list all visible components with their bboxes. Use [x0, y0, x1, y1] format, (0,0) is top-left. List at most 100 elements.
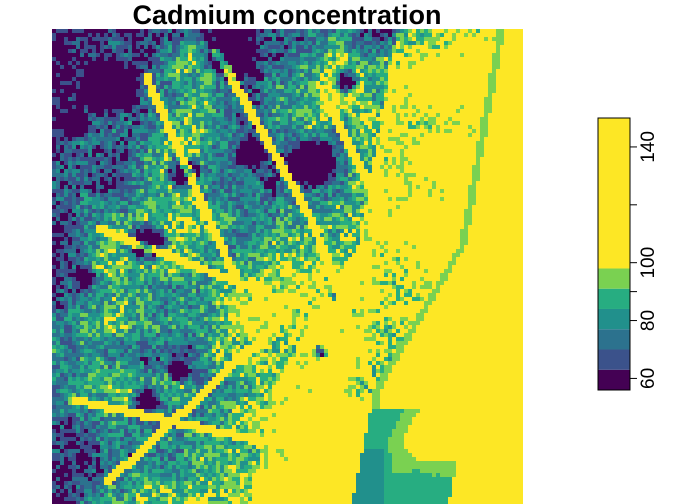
raster-cell: [380, 73, 384, 77]
raster-cell: [392, 85, 396, 89]
raster-cell: [272, 113, 276, 117]
raster-cell: [320, 81, 324, 85]
raster-cell: [308, 117, 312, 121]
raster-cell: [176, 173, 180, 177]
raster-cell: [212, 141, 216, 145]
raster-cell: [288, 89, 292, 93]
raster-cell: [104, 157, 108, 161]
raster-cell: [96, 49, 100, 53]
raster-cell: [208, 165, 212, 169]
raster-cell: [408, 185, 412, 189]
raster-cell: [164, 77, 168, 81]
raster-cell: [460, 33, 464, 37]
raster-cell: [176, 53, 180, 57]
raster-cell: [160, 53, 164, 57]
raster-cell: [512, 69, 516, 73]
raster-cell: [172, 93, 176, 97]
raster-cell: [68, 121, 72, 125]
raster-cell: [240, 141, 244, 145]
raster-cell: [520, 93, 523, 97]
raster-cell: [288, 109, 292, 113]
raster-cell: [112, 29, 116, 33]
raster-cell: [132, 89, 136, 93]
raster-cell: [164, 141, 168, 145]
raster-cell: [392, 45, 396, 49]
raster-cell: [408, 41, 412, 45]
raster-cell: [396, 113, 400, 117]
raster-cell: [172, 121, 176, 125]
raster-cell: [284, 169, 288, 173]
raster-cell: [256, 157, 260, 161]
raster-cell: [488, 77, 492, 81]
raster-cell: [452, 105, 456, 109]
raster-cell: [372, 61, 376, 65]
raster-cell: [76, 45, 80, 49]
raster-cell: [468, 177, 472, 181]
raster-cell: [56, 197, 60, 201]
raster-cell: [276, 85, 280, 89]
raster-cell: [216, 73, 220, 77]
raster-cell: [496, 169, 500, 173]
raster-cell: [128, 93, 132, 97]
raster-cell: [260, 77, 264, 81]
raster-cell: [376, 165, 380, 169]
raster-cell: [60, 77, 64, 81]
raster-cell: [412, 129, 416, 133]
raster-cell: [396, 97, 400, 101]
raster-cell: [248, 125, 252, 129]
raster-cell: [104, 69, 108, 73]
raster-cell: [240, 81, 244, 85]
raster-cell: [420, 157, 424, 161]
raster-cell: [336, 133, 340, 137]
raster-cell: [316, 37, 320, 41]
raster-cell: [68, 193, 72, 197]
raster-cell: [452, 73, 456, 77]
raster-cell: [156, 157, 160, 161]
raster-cell: [364, 129, 368, 133]
raster-cell: [404, 121, 408, 125]
raster-cell: [468, 93, 472, 97]
raster-cell: [300, 125, 304, 129]
raster-cell: [320, 65, 324, 69]
raster-cell: [356, 157, 360, 161]
raster-cell: [324, 177, 328, 181]
raster-cell: [104, 181, 108, 185]
raster-cell: [104, 33, 108, 37]
raster-cell: [512, 177, 516, 181]
raster-cell: [92, 157, 96, 161]
raster-cell: [444, 73, 448, 77]
raster-cell: [204, 121, 208, 125]
raster-cell: [184, 129, 188, 133]
raster-cell: [324, 125, 328, 129]
raster-cell: [420, 113, 424, 117]
raster-cell: [504, 153, 508, 157]
raster-cell: [328, 161, 332, 165]
raster-cell: [352, 145, 356, 149]
raster-cell: [308, 177, 312, 181]
raster-cell: [168, 177, 172, 181]
raster-cell: [116, 145, 120, 149]
raster-cell: [148, 117, 152, 121]
raster-cell: [488, 41, 492, 45]
raster-cell: [72, 177, 76, 181]
raster-cell: [104, 189, 108, 193]
raster-cell: [56, 105, 60, 109]
raster-cell: [144, 181, 148, 185]
raster-cell: [500, 33, 504, 37]
raster-cell: [496, 117, 500, 121]
raster-cell: [140, 169, 144, 173]
raster-cell: [512, 169, 516, 173]
raster-cell: [176, 41, 180, 45]
raster-cell: [280, 57, 284, 61]
raster-cell: [192, 185, 196, 189]
raster-cell: [52, 137, 56, 141]
raster-cell: [268, 185, 272, 189]
raster-cell: [60, 129, 64, 133]
raster-cell: [248, 101, 252, 105]
raster-cell: [52, 41, 56, 45]
raster-cell: [68, 133, 72, 137]
raster-cell: [132, 93, 136, 97]
raster-cell: [480, 93, 484, 97]
raster-cell: [352, 121, 356, 125]
raster-cell: [232, 89, 236, 93]
